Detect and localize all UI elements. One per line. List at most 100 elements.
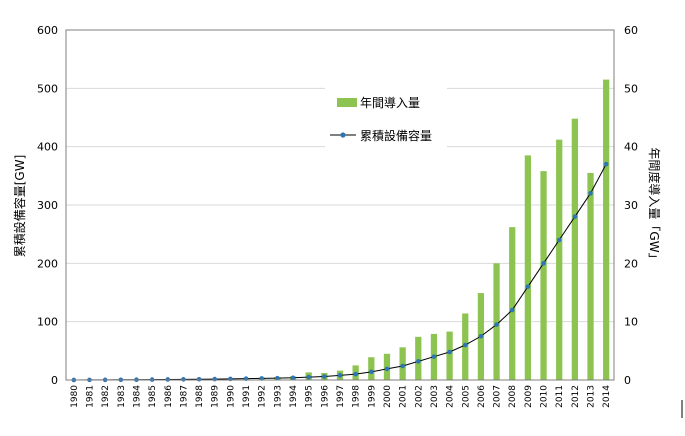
bar (571, 118, 578, 381)
right-tick-label: 30 (624, 199, 638, 212)
line-point (431, 354, 437, 359)
bar (509, 227, 516, 380)
left-tick-label: 500 (37, 82, 58, 95)
x-tick-label: 1981 (85, 385, 95, 408)
line-point (353, 371, 358, 377)
legend: 年間導入量 累積設備容量 (325, 80, 447, 152)
line-point (525, 284, 531, 289)
x-tick-label: 1983 (117, 385, 127, 408)
x-tick-label: 1989 (211, 385, 221, 408)
line-point (181, 377, 186, 382)
x-tick-label: 2000 (383, 385, 393, 408)
bar (368, 357, 375, 380)
bar (556, 139, 563, 380)
right-tick-label: 50 (624, 82, 638, 95)
line-point (447, 349, 452, 355)
x-tick-label: 2003 (430, 385, 440, 408)
x-tick-label: 1999 (367, 385, 377, 408)
x-tick-label: 1991 (242, 385, 252, 408)
x-tick-label: 1987 (179, 385, 189, 408)
line-point (400, 363, 405, 369)
bar (399, 347, 406, 380)
x-tick-label: 1992 (258, 385, 268, 408)
line-point (462, 342, 468, 348)
right-tick-label: 40 (624, 141, 638, 154)
x-tick-label: 2004 (446, 385, 456, 408)
x-tick-label: 2005 (461, 385, 471, 408)
x-tick-label: 1986 (164, 385, 174, 408)
line-point (588, 191, 593, 196)
left-axis-title: 累積設備容量[GW] (12, 155, 27, 258)
line-point (384, 366, 390, 372)
line-point (572, 214, 578, 219)
line-point (541, 261, 546, 266)
line-point (228, 376, 233, 382)
x-tick-label: 1988 (195, 385, 205, 408)
x-tick-label: 2009 (524, 385, 534, 408)
line-point (306, 374, 311, 380)
line-point (196, 376, 202, 382)
left-tick-label: 400 (37, 141, 58, 154)
right-tick-label: 20 (624, 257, 638, 270)
line-point (212, 376, 218, 382)
left-axis-ticks: 0 100 200 300 400 500 600 (37, 24, 58, 387)
line-point (165, 377, 171, 382)
x-tick-label: 1982 (101, 385, 111, 408)
line-point (478, 333, 484, 339)
x-tick-label: 2007 (493, 385, 503, 408)
right-tick-label: 0 (624, 374, 631, 387)
x-tick-label: 1998 (352, 385, 362, 408)
bar (587, 172, 594, 380)
bar (415, 336, 422, 380)
right-tick-label: 10 (624, 316, 638, 329)
line-point (322, 374, 327, 379)
right-tick-label: 60 (624, 24, 638, 37)
bar (446, 331, 453, 380)
x-tick-label: 1995 (305, 385, 315, 408)
line-point (369, 369, 374, 375)
x-axis-ticks: 1980 1981 1982 1983 1984 1985 1986 1987 1988 1989… (70, 385, 612, 408)
x-tick-label: 1984 (132, 385, 142, 408)
bar (540, 171, 547, 380)
bar (524, 155, 532, 380)
x-tick-label: 1996 (320, 385, 330, 408)
legend-line-marker (340, 132, 346, 138)
line-point (494, 322, 499, 327)
legend-bar-label: 年間導入量 (360, 96, 420, 110)
x-tick-label: 2011 (555, 385, 565, 408)
right-axis-title: 年間度導入量「GW」 (647, 147, 662, 264)
line-point (509, 307, 515, 313)
x-tick-label: 2014 (602, 385, 612, 408)
left-tick-label: 0 (51, 374, 58, 387)
x-tick-label: 1994 (289, 385, 299, 408)
bar (603, 79, 610, 380)
left-tick-label: 300 (37, 199, 58, 212)
x-tick-label: 1997 (336, 385, 346, 408)
x-tick-label: 2002 (414, 385, 424, 408)
line-point (603, 161, 609, 167)
x-tick-label: 1993 (273, 385, 283, 408)
legend-line-label: 累積設備容量 (360, 128, 432, 143)
line-point (290, 375, 296, 381)
left-tick-label: 600 (37, 24, 58, 37)
grid-lines (66, 29, 614, 323)
line-point (556, 237, 562, 243)
right-axis-ticks: 0 10 20 30 40 50 60 (624, 24, 638, 387)
x-tick-label: 2013 (587, 385, 597, 408)
left-tick-label: 100 (37, 316, 58, 329)
x-tick-label: 1985 (148, 385, 158, 408)
line-point (415, 359, 421, 364)
plot-frame (65, 29, 615, 381)
bar (493, 263, 500, 380)
x-tick-label: 2010 (540, 385, 550, 408)
x-tick-label: 2001 (399, 385, 409, 408)
x-tick-label: 1990 (226, 385, 236, 408)
line-point (337, 373, 343, 378)
left-tick-label: 200 (37, 257, 58, 270)
legend-box (325, 80, 447, 152)
x-tick-label: 1980 (70, 385, 80, 408)
x-tick-label: 2008 (508, 385, 518, 408)
legend-bar-swatch (337, 98, 357, 107)
x-tick-label: 2006 (477, 385, 487, 408)
